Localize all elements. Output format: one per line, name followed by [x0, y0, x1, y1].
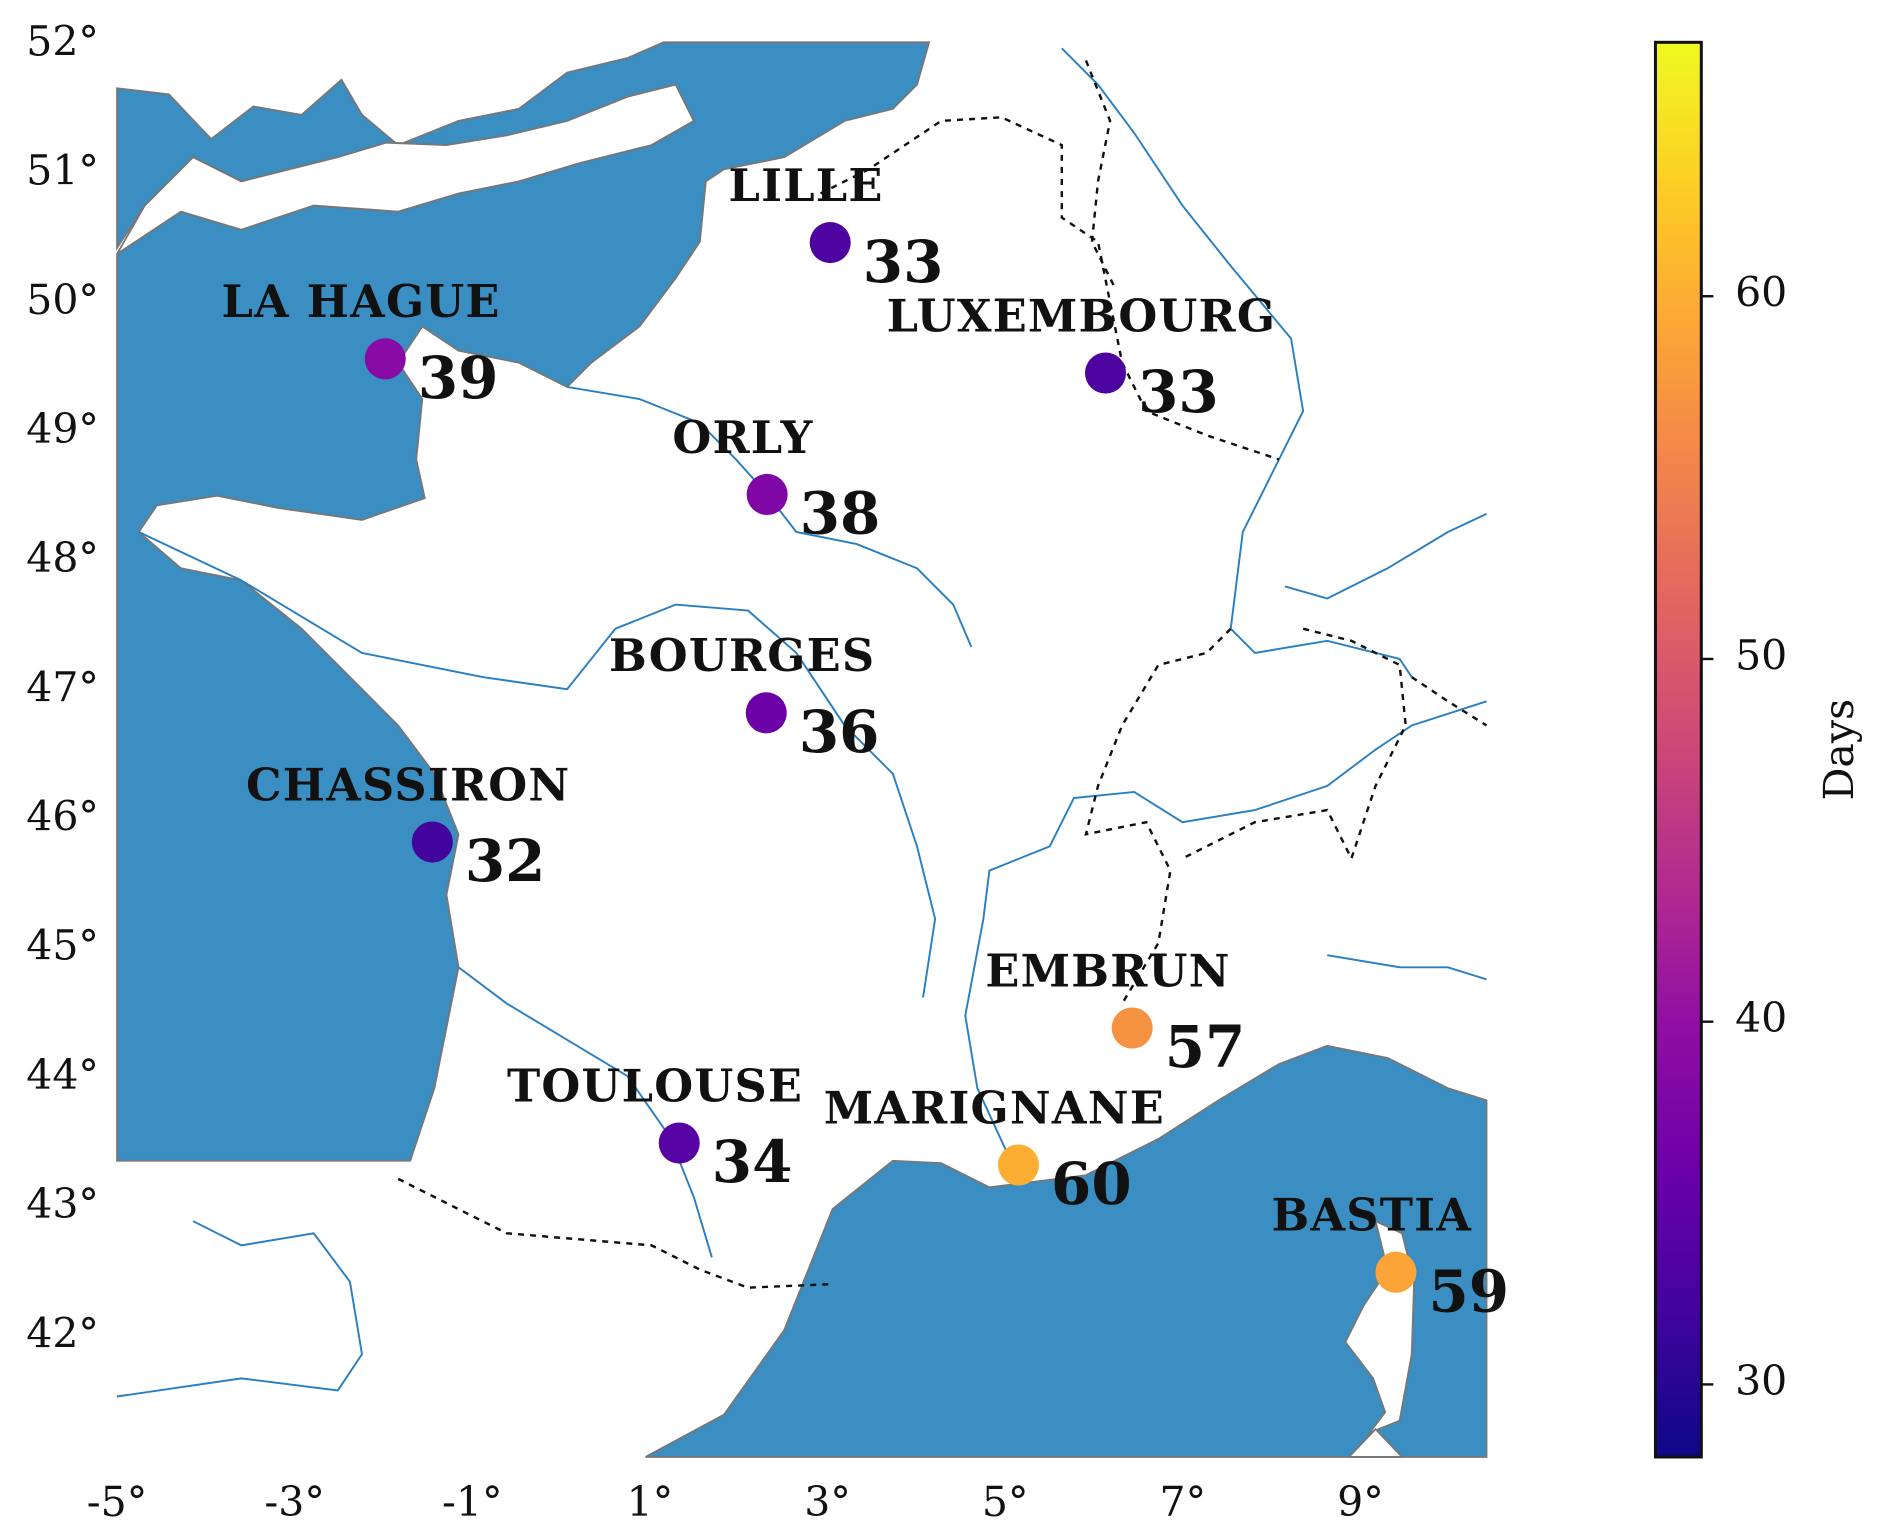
station-point — [364, 338, 406, 380]
y-tick-label: 51° — [26, 147, 99, 195]
station-point — [997, 1144, 1040, 1186]
y-tick-label: 46° — [26, 793, 99, 841]
station-value: 60 — [1051, 1150, 1132, 1218]
station-value: 32 — [465, 827, 546, 895]
border — [1084, 627, 1232, 1005]
river — [964, 700, 1487, 1168]
sea-mediterranean — [645, 1044, 1488, 1458]
border — [1181, 627, 1407, 862]
border — [397, 1177, 833, 1289]
station-point — [745, 692, 787, 734]
station-value: 34 — [712, 1128, 793, 1196]
river — [1061, 47, 1413, 678]
station-value: 36 — [799, 698, 880, 766]
y-tick-label: 49° — [26, 405, 99, 453]
y-tick-label: 43° — [26, 1180, 99, 1228]
river — [138, 531, 937, 998]
y-tick-label: 52° — [26, 17, 99, 65]
colorbar-tick-label: 40 — [1735, 994, 1787, 1042]
colorbar-label: Days — [1815, 699, 1863, 801]
x-tick-label: 9° — [1337, 1478, 1384, 1526]
colorbar-tick-label: 60 — [1735, 269, 1787, 317]
station-point — [1111, 1007, 1153, 1049]
station-name: EMBRUN — [985, 944, 1230, 997]
station-name: CHASSIRON — [246, 758, 570, 811]
colorbar-tick-label: 50 — [1735, 631, 1787, 679]
y-tick-label: 50° — [26, 276, 99, 324]
x-tick-label: -5° — [87, 1478, 147, 1526]
x-tick-label: 7° — [1159, 1478, 1206, 1526]
colorbar — [1653, 40, 1703, 1459]
y-tick-label: 42° — [26, 1309, 99, 1357]
station-name: ORLY — [672, 411, 813, 464]
border — [819, 116, 1280, 461]
station-point — [411, 821, 453, 863]
river — [1284, 512, 1487, 600]
station-name: BOURGES — [609, 629, 875, 682]
x-tick-label: -3° — [264, 1478, 324, 1526]
station-value: 38 — [800, 480, 881, 548]
station-point — [746, 473, 788, 516]
colorbar-tick-label: 30 — [1735, 1357, 1787, 1405]
basemap — [116, 41, 1488, 1458]
sardinia — [1346, 1427, 1405, 1458]
station-value: 57 — [1165, 1013, 1246, 1081]
station-value: 33 — [863, 228, 944, 296]
station-point — [809, 222, 851, 264]
river — [457, 966, 713, 1258]
station-point — [1085, 352, 1127, 394]
station-value: 39 — [418, 344, 499, 412]
river — [116, 1220, 363, 1398]
station-name: LA HAGUE — [222, 275, 501, 328]
border — [1084, 60, 1118, 291]
y-tick-label: 48° — [26, 534, 99, 582]
station-name: LILLE — [729, 159, 884, 212]
y-tick-label: 45° — [26, 922, 99, 970]
map-root: Days 30 40 50 60 -5° -3° -1° 1° 3° 5° 7° 9° 42° 43° 44… — [26, 17, 1863, 1525]
station-value: 33 — [1138, 358, 1219, 426]
y-tick-label: 44° — [26, 1051, 99, 1099]
x-tick-label: -1° — [442, 1478, 502, 1526]
station-name: LUXEMBOURG — [887, 289, 1277, 342]
x-tick-label: 5° — [982, 1478, 1029, 1526]
border — [1411, 676, 1488, 727]
river — [566, 385, 973, 648]
x-tick-label: 3° — [804, 1478, 851, 1526]
station-name: BASTIA — [1272, 1188, 1473, 1241]
station-point — [1375, 1251, 1417, 1293]
x-tick-label: 1° — [627, 1478, 674, 1526]
england-south — [116, 83, 695, 255]
river — [1327, 954, 1487, 981]
station-name: MARIGNANE — [824, 1081, 1165, 1134]
y-tick-label: 47° — [26, 663, 99, 711]
station-value: 59 — [1429, 1257, 1510, 1325]
station-point — [658, 1122, 700, 1164]
station-name: TOULOUSE — [507, 1059, 803, 1112]
